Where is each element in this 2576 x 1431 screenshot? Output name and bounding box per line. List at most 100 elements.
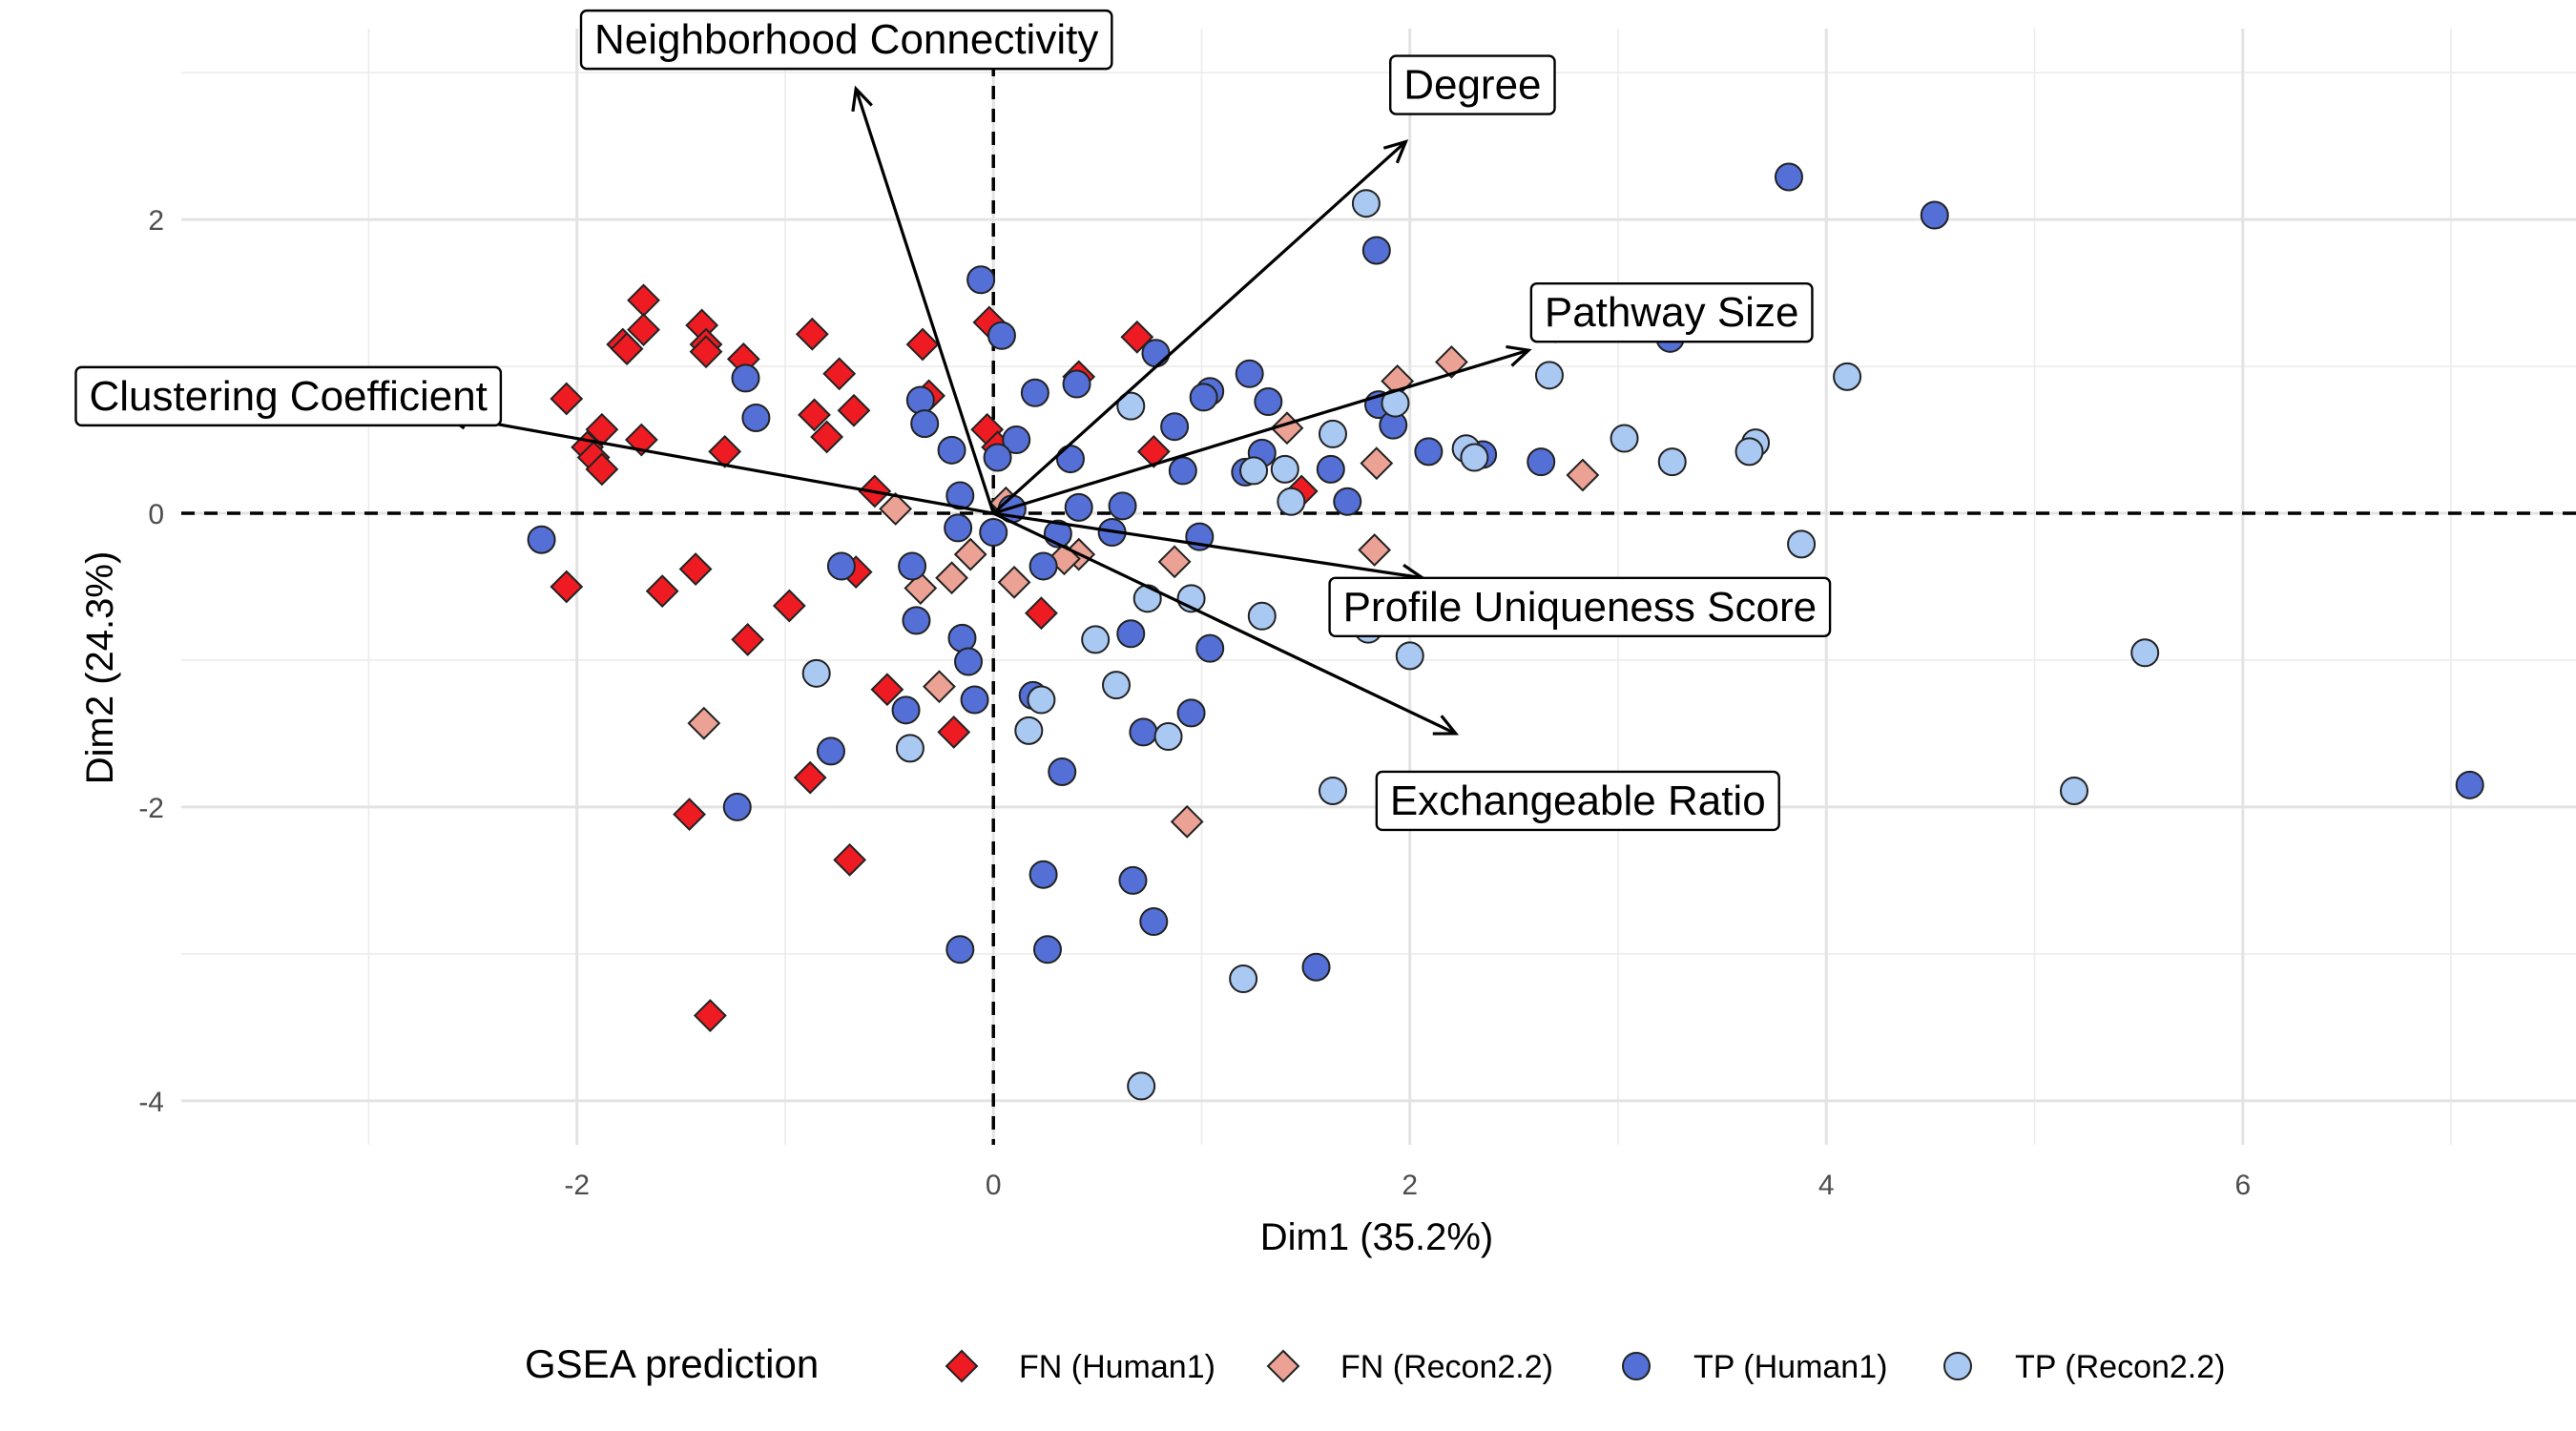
legend-label: TP (Human1)	[1693, 1349, 1887, 1385]
point-tp-human1	[1235, 359, 1264, 388]
point-fn-recon2-2	[953, 537, 987, 571]
point-tp-human1	[944, 513, 973, 543]
point-fn-human1	[937, 715, 971, 749]
point-tp-human1	[816, 736, 845, 766]
point-tp-recon2-2	[1395, 641, 1424, 671]
point-fn-human1	[905, 327, 940, 362]
x-tick-label: 6	[2234, 1170, 2251, 1201]
point-tp-recon2-2	[2059, 776, 2088, 805]
point-tp-human1	[1361, 236, 1391, 265]
point-fn-recon2-2	[1358, 533, 1392, 567]
point-tp-recon2-2	[1277, 487, 1306, 516]
label-text: Exchangeable Ratio	[1390, 778, 1766, 824]
point-tp-human1	[741, 403, 771, 432]
point-tp-recon2-2	[1460, 443, 1489, 472]
point-tp-human1	[731, 363, 760, 393]
point-tp-recon2-2	[1318, 419, 1347, 448]
label-text: Neighborhood Connectivity	[594, 16, 1098, 63]
y-tick-label: 0	[148, 499, 164, 530]
legend-key-fn-recon2-2	[1266, 1349, 1300, 1383]
point-tp-recon2-2	[1351, 189, 1381, 218]
legend-item-tp-recon2-2: TP (Recon2.2)	[1943, 1349, 2225, 1385]
point-tp-recon2-2	[1116, 391, 1146, 421]
legend: GSEA prediction FN (Human1) FN (Recon2.2)…	[525, 1341, 2225, 1386]
point-tp-human1	[1032, 935, 1062, 964]
label-text: Clustering Coefficient	[89, 373, 487, 420]
point-tp-human1	[945, 481, 975, 510]
point-fn-human1	[610, 332, 644, 366]
arrow-degree-head	[1382, 139, 1409, 164]
point-fn-recon2-2	[997, 565, 1031, 599]
point-tp-human1	[1118, 865, 1148, 895]
legend-title: GSEA prediction	[525, 1341, 819, 1386]
point-tp-human1	[1414, 437, 1444, 467]
point-tp-human1	[1028, 860, 1058, 889]
point-tp-human1	[954, 647, 984, 676]
point-tp-human1	[1028, 551, 1058, 581]
point-tp-human1	[983, 443, 1012, 472]
point-tp-human1	[1168, 456, 1197, 486]
point-tp-human1	[945, 935, 975, 964]
x-tick-label: 4	[1818, 1170, 1835, 1201]
point-tp-human1	[902, 606, 931, 635]
point-tp-recon2-2	[1270, 454, 1299, 484]
point-fn-human1	[693, 999, 727, 1032]
point-fn-recon2-2	[1434, 345, 1468, 379]
point-tp-human1	[826, 551, 856, 581]
y-axis-title: Dim2 (24.3%)	[79, 551, 121, 785]
y-tick-labels: -4 -2 0 2	[138, 205, 164, 1118]
point-fn-human1	[731, 623, 765, 656]
point-tp-human1	[1527, 447, 1556, 477]
point-fn-human1	[795, 317, 829, 351]
arrow-profile-uniqueness-score	[992, 511, 1423, 580]
label-degree: Degree	[1389, 54, 1556, 115]
point-tp-human1	[947, 623, 977, 653]
loading-labels: Neighborhood Connectivity Degree Pathway S…	[74, 9, 1832, 832]
grid-minor	[181, 29, 2576, 1145]
point-tp-human1	[1301, 952, 1331, 982]
legend-label: FN (Human1)	[1019, 1349, 1215, 1385]
label-box	[1328, 576, 1832, 637]
point-tp-recon2-2	[1081, 625, 1111, 654]
point-tp-recon2-2	[1132, 584, 1162, 613]
point-fn-recon2-2	[935, 561, 968, 595]
legend-key-fn-human1	[945, 1349, 979, 1383]
point-tp-recon2-2	[1735, 437, 1764, 467]
label-exchangeable-ratio: Exchangeable Ratio	[1375, 770, 1780, 832]
point-tp-recon2-2	[1229, 964, 1258, 994]
point-tp-recon2-2	[1127, 1071, 1156, 1101]
point-fn-human1	[793, 760, 827, 795]
point-fn-recon2-2	[1360, 446, 1394, 481]
point-fn-human1	[627, 283, 660, 318]
point-tp-recon2-2	[1610, 424, 1639, 453]
x-axis-title: Dim1 (35.2%)	[1260, 1216, 1494, 1258]
label-box	[1529, 281, 1814, 343]
point-fn-human1	[550, 570, 584, 604]
point-tp-recon2-2	[1657, 447, 1687, 477]
point-tp-human1	[1160, 412, 1190, 442]
point-tp-recon2-2	[1027, 685, 1056, 715]
x-tick-label: -2	[564, 1170, 590, 1201]
point-tp-human1	[1920, 200, 1949, 230]
y-tick-label: -2	[138, 793, 164, 824]
point-fn-recon2-2	[879, 491, 913, 526]
point-fn-human1	[627, 313, 660, 347]
point-tp-human1	[1048, 757, 1077, 786]
arrow-exchangeable-ratio-head	[1432, 715, 1460, 736]
point-fn-human1	[833, 842, 867, 877]
legend-label: FN (Recon2.2)	[1340, 1349, 1553, 1385]
point-fn-human1	[708, 434, 742, 468]
label-profile-uniqueness-score: Profile Uniqueness Score	[1328, 576, 1832, 637]
point-fn-recon2-2	[687, 706, 721, 740]
point-fn-human1	[673, 798, 706, 832]
label-text: Pathway Size	[1545, 289, 1799, 336]
y-tick-label: 2	[148, 205, 164, 237]
point-tp-human1	[1020, 378, 1049, 407]
point-tp-recon2-2	[895, 734, 924, 763]
point-tp-human1	[987, 321, 1016, 350]
point-tp-recon2-2	[1534, 361, 1564, 390]
point-tp-human1	[527, 525, 556, 554]
point-tp-human1	[1316, 454, 1345, 484]
point-tp-human1	[1108, 491, 1137, 521]
point-tp-human1	[2455, 770, 2484, 799]
